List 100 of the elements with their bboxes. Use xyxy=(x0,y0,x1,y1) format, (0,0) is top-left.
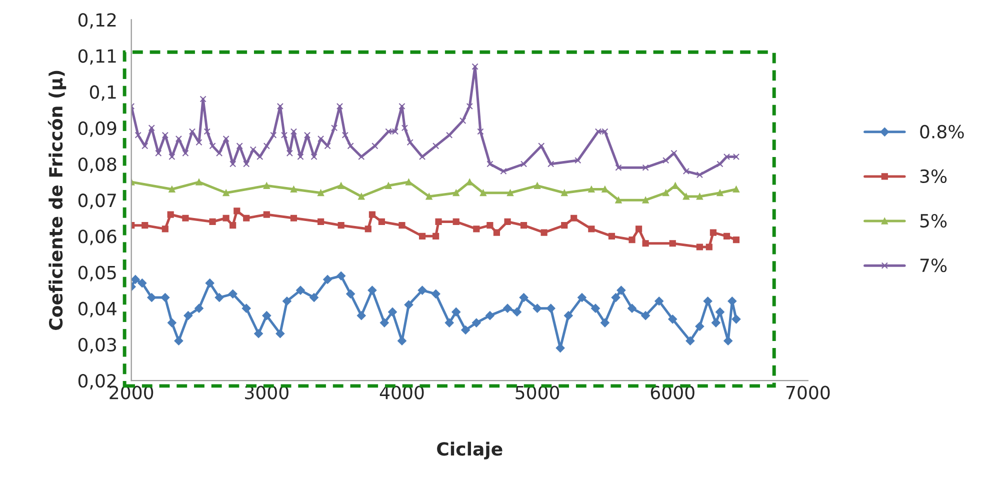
point xyxy=(356,311,366,320)
point xyxy=(243,214,250,222)
point xyxy=(317,218,324,226)
point xyxy=(588,186,595,193)
point xyxy=(473,226,480,232)
point xyxy=(493,229,500,236)
y-tick-label: 0,05 xyxy=(78,266,116,282)
y-tick-label: 0,06 xyxy=(78,230,116,246)
point xyxy=(418,232,426,240)
point xyxy=(654,296,664,306)
point xyxy=(184,311,193,320)
point xyxy=(426,193,432,200)
point xyxy=(642,240,649,247)
point xyxy=(209,218,216,226)
point xyxy=(160,293,170,302)
point xyxy=(608,232,616,240)
point xyxy=(310,293,318,302)
point xyxy=(431,289,440,298)
point xyxy=(290,214,298,222)
point xyxy=(732,186,740,193)
point xyxy=(506,190,514,196)
point xyxy=(205,278,214,288)
point xyxy=(142,222,148,229)
point xyxy=(503,304,512,313)
point xyxy=(512,308,522,316)
point xyxy=(534,182,541,189)
point xyxy=(138,278,147,288)
y-tick-label: 0,03 xyxy=(78,338,116,354)
point xyxy=(380,318,389,328)
point xyxy=(615,196,622,204)
point xyxy=(686,336,695,346)
point xyxy=(282,296,292,306)
point xyxy=(404,300,414,310)
point xyxy=(672,182,679,189)
y-tick-label: 0,09 xyxy=(78,121,116,137)
point xyxy=(228,289,238,298)
point xyxy=(452,190,460,196)
point xyxy=(600,318,610,328)
point xyxy=(262,311,272,320)
point xyxy=(696,244,703,250)
point xyxy=(628,236,636,244)
point xyxy=(723,232,730,240)
point xyxy=(669,240,676,247)
point xyxy=(168,186,176,193)
point xyxy=(222,214,230,222)
point xyxy=(635,226,642,232)
point xyxy=(338,222,344,229)
point xyxy=(682,193,690,200)
point xyxy=(358,193,365,200)
point xyxy=(131,275,140,284)
point xyxy=(234,208,240,214)
point xyxy=(162,226,168,232)
point xyxy=(398,222,406,229)
point xyxy=(466,178,473,186)
point xyxy=(561,222,568,229)
point xyxy=(182,214,189,222)
y-tick-label: 0,11 xyxy=(78,49,116,65)
point xyxy=(561,190,568,196)
point xyxy=(570,214,578,222)
point xyxy=(540,229,548,236)
point xyxy=(194,304,204,313)
point xyxy=(732,236,740,244)
point xyxy=(578,293,586,302)
point xyxy=(378,218,385,226)
point xyxy=(564,311,573,320)
y-tick-label: 0,07 xyxy=(78,194,116,210)
point xyxy=(662,190,670,196)
point xyxy=(368,286,377,295)
point xyxy=(263,211,270,218)
point xyxy=(276,329,285,338)
point xyxy=(405,178,412,186)
legend-label: 5% xyxy=(920,214,947,228)
point xyxy=(616,286,626,295)
point xyxy=(472,318,481,328)
point xyxy=(214,293,224,302)
point xyxy=(167,318,176,328)
point xyxy=(444,318,454,328)
point xyxy=(504,218,511,226)
x-axis-title: Ciclaje xyxy=(437,442,502,460)
point xyxy=(611,293,620,302)
point xyxy=(486,222,494,229)
y-tick-label: 0,08 xyxy=(78,157,116,173)
point xyxy=(196,178,202,186)
point xyxy=(385,182,392,189)
point xyxy=(711,318,720,328)
point xyxy=(432,232,440,240)
point xyxy=(254,329,263,338)
point xyxy=(546,304,556,313)
point xyxy=(323,275,332,284)
point xyxy=(732,314,741,324)
point xyxy=(317,190,324,196)
point xyxy=(520,222,528,229)
point xyxy=(263,182,270,189)
point xyxy=(452,308,461,316)
point xyxy=(519,293,528,302)
point xyxy=(710,229,717,236)
point xyxy=(364,226,372,232)
y-tick-label: 0,12 xyxy=(78,13,116,29)
point xyxy=(296,286,305,295)
point xyxy=(222,190,230,196)
